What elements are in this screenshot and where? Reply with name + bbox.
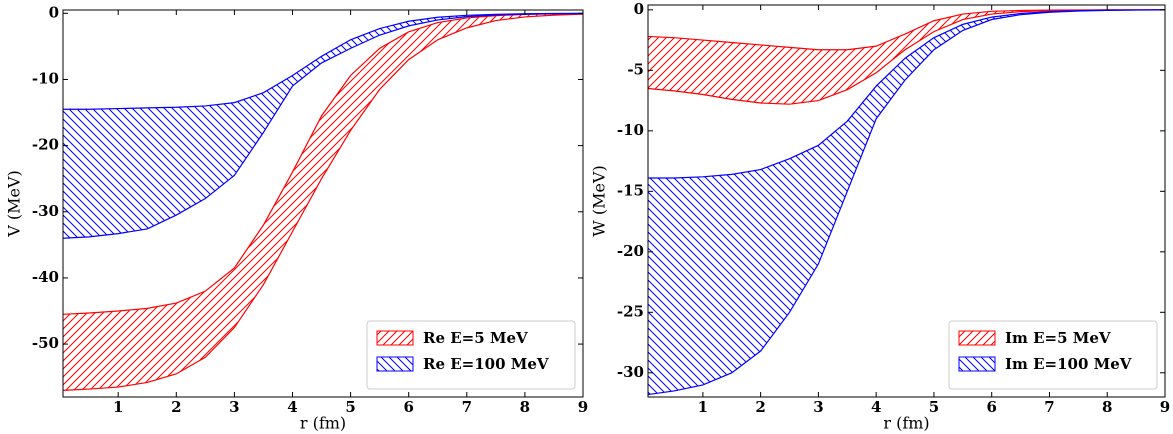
y-tick-label: -15 [617,181,644,199]
band-edge [62,12,584,315]
x-tick-label: 7 [462,398,472,416]
x-tick-label: 8 [1102,398,1112,416]
x-tick-label: 6 [403,398,413,416]
band-edge [647,9,1166,396]
band-fill [648,9,1165,395]
x-tick-label: 1 [113,398,123,416]
legend-swatch [376,356,414,372]
y-tick-label: -30 [617,363,644,381]
band-edge [63,12,584,110]
x-tick-label: 9 [1160,398,1170,416]
y-tick-label: -10 [617,121,644,139]
y-tick-label: 0 [634,0,644,18]
legend-swatch [958,356,996,372]
x-tick-label: 3 [813,398,823,416]
y-tick-label: -5 [627,60,644,78]
band-fill [648,9,1165,105]
y-tick-label: -30 [32,202,59,220]
y-axis-title: V (MeV) [5,170,24,238]
y-axis-title: W (MeV) [590,165,609,236]
x-tick-label: 1 [698,398,708,416]
legend-swatch [958,330,996,346]
band-fill [63,13,583,391]
legend-box [948,320,1158,390]
y-tick-label: -25 [617,302,644,320]
legend-swatch [376,330,414,346]
legend-box [366,320,576,390]
band-fill [63,13,583,239]
y-tick-label: -20 [617,242,644,260]
band-edge [62,13,584,391]
legend-label: Re E=5 MeV [423,329,528,347]
x-tick-label: 3 [229,398,239,416]
band-edge [62,12,584,239]
y-tick-label: -50 [32,334,59,352]
x-axis-title: r (fm) [300,414,346,433]
legend-label: Re E=100 MeV [423,355,549,373]
x-tick-label: 4 [871,398,881,416]
legend-label: Im E=5 MeV [1005,329,1111,347]
x-tick-label: 5 [929,398,939,416]
x-tick-label: 7 [1044,398,1054,416]
x-axis-title: r (fm) [883,414,929,433]
x-tick-label: 2 [755,398,765,416]
x-tick-label: 4 [287,398,297,416]
y-tick-label: -40 [32,268,59,286]
legend-label: Im E=100 MeV [1005,355,1132,373]
x-tick-label: 9 [578,398,588,416]
x-tick-label: 6 [986,398,996,416]
y-tick-label: 0 [49,3,59,21]
x-tick-label: 8 [520,398,530,416]
x-tick-label: 5 [345,398,355,416]
plot-frame [647,4,1166,398]
y-tick-label: -10 [32,69,59,87]
y-tick-label: -20 [32,136,59,154]
x-tick-label: 2 [171,398,181,416]
plot-frame [62,9,584,398]
